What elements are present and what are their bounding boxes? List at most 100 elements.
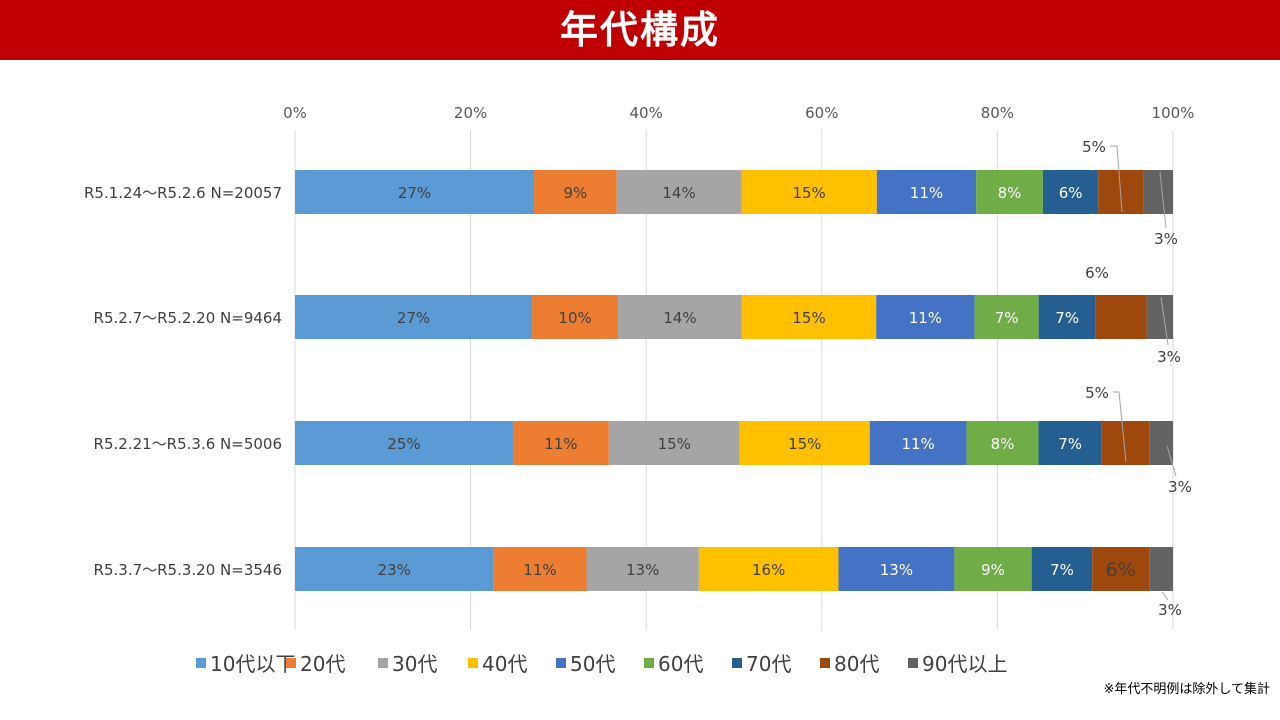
data-label: 11% bbox=[901, 435, 934, 453]
bar-segment bbox=[586, 547, 699, 591]
x-tick-label: 60% bbox=[805, 104, 838, 122]
bar-segment bbox=[1031, 547, 1093, 591]
data-label: 14% bbox=[662, 184, 695, 202]
callout-leader-line bbox=[1113, 391, 1127, 463]
callout-leader-line bbox=[1161, 591, 1169, 601]
bar-segment bbox=[1092, 547, 1150, 591]
bar-segment bbox=[295, 295, 533, 339]
data-label: 5% bbox=[1082, 138, 1106, 156]
data-label: 11% bbox=[910, 184, 943, 202]
x-tick-label: 100% bbox=[1152, 104, 1195, 122]
x-tick-label: 80% bbox=[981, 104, 1014, 122]
bar-segment bbox=[532, 295, 619, 339]
legend-label: 30代 bbox=[392, 652, 437, 676]
legend-label: 70代 bbox=[746, 652, 791, 676]
data-label: 15% bbox=[658, 435, 691, 453]
header-banner: 年代構成 bbox=[0, 0, 1280, 60]
legend-swatch bbox=[732, 658, 742, 668]
data-label: 11% bbox=[523, 561, 556, 579]
data-label: 7% bbox=[1055, 309, 1079, 327]
legend-swatch bbox=[908, 658, 918, 668]
legend-swatch bbox=[286, 658, 296, 668]
category-label: R5.2.7～R5.2.20 N=9464 bbox=[94, 309, 282, 327]
legend-swatch bbox=[644, 658, 654, 668]
legend-label: 80代 bbox=[834, 652, 879, 676]
callout-leader-line bbox=[1159, 171, 1167, 229]
data-label: 3% bbox=[1157, 348, 1181, 366]
bar-segment bbox=[741, 295, 877, 339]
data-label: 3% bbox=[1158, 601, 1182, 619]
data-label: 8% bbox=[998, 184, 1022, 202]
legend-swatch bbox=[196, 658, 206, 668]
bar-segment bbox=[698, 547, 839, 591]
category-label: R5.2.21～R5.3.6 N=5006 bbox=[94, 435, 282, 453]
callout-leader-line bbox=[1110, 145, 1123, 213]
bar-segment bbox=[493, 547, 587, 591]
x-tick-label: 0% bbox=[283, 104, 307, 122]
bar-segment bbox=[876, 170, 977, 214]
category-label: R5.1.24～R5.2.6 N=20057 bbox=[84, 184, 282, 202]
legend-swatch bbox=[378, 658, 388, 668]
data-label: 7% bbox=[1050, 561, 1074, 579]
bar-segment bbox=[512, 421, 609, 465]
data-label: 15% bbox=[792, 184, 825, 202]
bar-segment bbox=[1095, 295, 1147, 339]
category-label: R5.3.7～R5.3.20 N=3546 bbox=[94, 561, 282, 579]
legend-label: 40代 bbox=[482, 652, 527, 676]
bar-segment bbox=[295, 170, 535, 214]
legend-label: 90代以上 bbox=[922, 652, 1007, 676]
bar-segment bbox=[608, 421, 740, 465]
data-label: 7% bbox=[1058, 435, 1082, 453]
bar-segment bbox=[1146, 295, 1173, 339]
data-label: 6% bbox=[1085, 264, 1109, 282]
data-label: 3% bbox=[1154, 230, 1178, 248]
data-label: 11% bbox=[544, 435, 577, 453]
legend-label: 20代 bbox=[300, 652, 345, 676]
bar-segment bbox=[974, 295, 1039, 339]
data-label: 9% bbox=[981, 561, 1005, 579]
bar-segment bbox=[838, 547, 955, 591]
bar-segment bbox=[1038, 295, 1096, 339]
data-label: 7% bbox=[995, 309, 1019, 327]
x-tick-label: 20% bbox=[454, 104, 487, 122]
bar-segment bbox=[954, 547, 1032, 591]
bar-segment bbox=[295, 421, 513, 465]
data-label: 13% bbox=[880, 561, 913, 579]
bar-segment bbox=[741, 170, 877, 214]
bar-segment bbox=[295, 547, 494, 591]
legend-swatch bbox=[820, 658, 830, 668]
bar-segment bbox=[1038, 421, 1102, 465]
page-title: 年代構成 bbox=[559, 8, 720, 52]
bar-segment bbox=[534, 170, 617, 214]
data-label: 25% bbox=[387, 435, 420, 453]
callout-leader-line bbox=[1160, 296, 1169, 346]
legend-label: 50代 bbox=[570, 652, 615, 676]
bar-segment bbox=[618, 295, 742, 339]
data-label: 3% bbox=[1168, 478, 1192, 496]
data-label: 13% bbox=[626, 561, 659, 579]
legend-label: 10代以下 bbox=[210, 652, 295, 676]
bar-segment bbox=[869, 421, 967, 465]
bar-segment bbox=[966, 421, 1039, 465]
data-label: 10% bbox=[558, 309, 591, 327]
data-label: 27% bbox=[398, 184, 431, 202]
legend-swatch bbox=[556, 658, 566, 668]
bar-segment bbox=[1042, 170, 1099, 214]
bar-segment bbox=[1149, 421, 1173, 465]
data-label: 6% bbox=[1059, 184, 1083, 202]
bar-segment bbox=[739, 421, 870, 465]
footnote: ※年代不明例は除外して集計 bbox=[1103, 682, 1270, 697]
bar-segment bbox=[976, 170, 1043, 214]
data-label: 5% bbox=[1085, 384, 1109, 402]
bar-segment bbox=[1143, 170, 1173, 214]
bar-segment bbox=[876, 295, 975, 339]
data-label: 15% bbox=[788, 435, 821, 453]
data-label: 9% bbox=[563, 184, 587, 202]
data-label: 27% bbox=[397, 309, 430, 327]
legend-swatch bbox=[468, 658, 478, 668]
data-label: 15% bbox=[792, 309, 825, 327]
bar-segment bbox=[616, 170, 742, 214]
legend-label: 60代 bbox=[658, 652, 703, 676]
x-tick-label: 40% bbox=[630, 104, 663, 122]
data-label: 23% bbox=[378, 561, 411, 579]
